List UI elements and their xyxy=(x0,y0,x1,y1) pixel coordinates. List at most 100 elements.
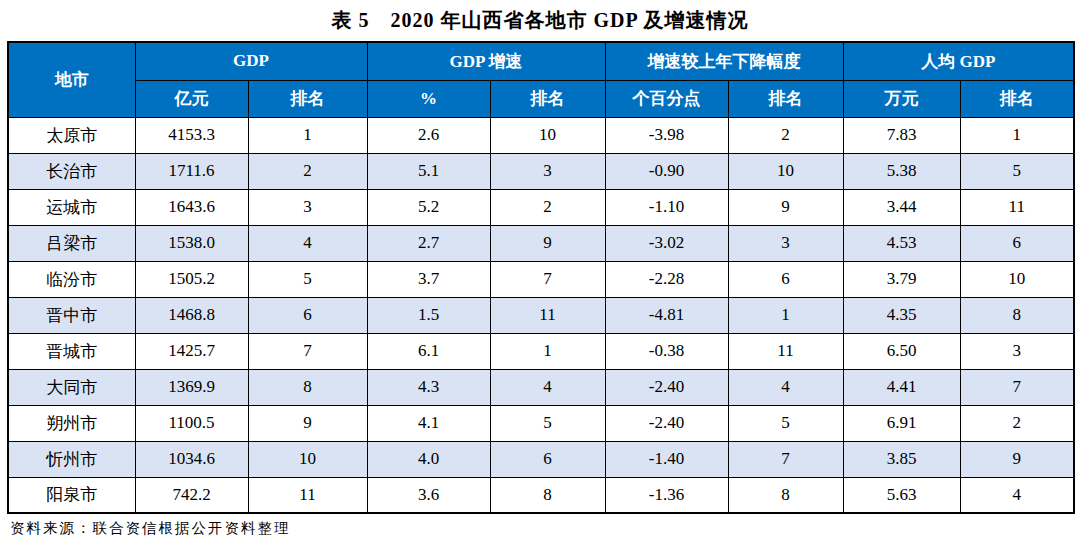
table-row: 朔州市1100.594.15-2.4056.912 xyxy=(8,405,1074,441)
value-cell: 7.83 xyxy=(843,117,960,153)
value-cell: 7 xyxy=(728,441,843,477)
table-row: 忻州市1034.6104.06-1.4073.859 xyxy=(8,441,1074,477)
value-cell: 3 xyxy=(248,189,367,225)
value-cell: 5 xyxy=(248,261,367,297)
value-cell: 1425.7 xyxy=(135,333,248,369)
value-cell: -1.36 xyxy=(605,477,728,513)
value-cell: 4.41 xyxy=(843,369,960,405)
value-cell: -2.40 xyxy=(605,405,728,441)
value-cell: 8 xyxy=(960,297,1074,333)
subheader-decline-unit: 个百分点 xyxy=(605,80,728,117)
value-cell: 3.7 xyxy=(367,261,490,297)
table-row: 长治市1711.625.13-0.90105.385 xyxy=(8,153,1074,189)
value-cell: -2.28 xyxy=(605,261,728,297)
subheader-gdp-rank: 排名 xyxy=(248,80,367,117)
value-cell: 4.1 xyxy=(367,405,490,441)
value-cell: 1538.0 xyxy=(135,225,248,261)
header-group-gdp-per-capita: 人均 GDP xyxy=(843,42,1074,80)
value-cell: 5.63 xyxy=(843,477,960,513)
header-group-row: 地市 GDP GDP 增速 增速较上年下降幅度 人均 GDP xyxy=(8,42,1074,80)
value-cell: 10 xyxy=(490,117,605,153)
value-cell: 5 xyxy=(490,405,605,441)
value-cell: 2 xyxy=(248,153,367,189)
value-cell: 4.35 xyxy=(843,297,960,333)
value-cell: -4.81 xyxy=(605,297,728,333)
value-cell: 11 xyxy=(490,297,605,333)
table-header: 地市 GDP GDP 增速 增速较上年下降幅度 人均 GDP 亿元 排名 % 排… xyxy=(8,42,1074,117)
table-body: 太原市4153.312.610-3.9827.831长治市1711.625.13… xyxy=(8,117,1074,513)
value-cell: 5 xyxy=(960,153,1074,189)
value-cell: 11 xyxy=(248,477,367,513)
header-group-gdp: GDP xyxy=(135,42,367,80)
value-cell: 3.79 xyxy=(843,261,960,297)
value-cell: 3.44 xyxy=(843,189,960,225)
table-row: 晋中市1468.861.511-4.8114.358 xyxy=(8,297,1074,333)
value-cell: 2 xyxy=(490,189,605,225)
table-row: 阳泉市742.2113.68-1.3685.634 xyxy=(8,477,1074,513)
table-row: 运城市1643.635.22-1.1093.4411 xyxy=(8,189,1074,225)
value-cell: 2 xyxy=(960,405,1074,441)
value-cell: 1369.9 xyxy=(135,369,248,405)
value-cell: -1.10 xyxy=(605,189,728,225)
source-note: 资料来源：联合资信根据公开资料整理 xyxy=(10,519,1080,538)
value-cell: 1034.6 xyxy=(135,441,248,477)
city-cell: 太原市 xyxy=(8,117,135,153)
value-cell: 3 xyxy=(960,333,1074,369)
subheader-growth-rank: 排名 xyxy=(490,80,605,117)
value-cell: 1.5 xyxy=(367,297,490,333)
value-cell: 1643.6 xyxy=(135,189,248,225)
value-cell: 8 xyxy=(728,477,843,513)
value-cell: -3.98 xyxy=(605,117,728,153)
city-cell: 晋中市 xyxy=(8,297,135,333)
value-cell: 6 xyxy=(960,225,1074,261)
subheader-growth-unit: % xyxy=(367,80,490,117)
city-cell: 临汾市 xyxy=(8,261,135,297)
value-cell: 4 xyxy=(248,225,367,261)
subheader-decline-rank: 排名 xyxy=(728,80,843,117)
value-cell: 6 xyxy=(490,441,605,477)
value-cell: 1 xyxy=(248,117,367,153)
value-cell: 10 xyxy=(960,261,1074,297)
value-cell: 6 xyxy=(248,297,367,333)
value-cell: 6.91 xyxy=(843,405,960,441)
value-cell: 6 xyxy=(728,261,843,297)
city-cell: 阳泉市 xyxy=(8,477,135,513)
city-cell: 忻州市 xyxy=(8,441,135,477)
subheader-percapita-rank: 排名 xyxy=(960,80,1074,117)
value-cell: 5 xyxy=(728,405,843,441)
value-cell: 2.6 xyxy=(367,117,490,153)
value-cell: -0.38 xyxy=(605,333,728,369)
value-cell: 7 xyxy=(960,369,1074,405)
subheader-percapita-unit: 万元 xyxy=(843,80,960,117)
city-cell: 运城市 xyxy=(8,189,135,225)
subheader-gdp-unit: 亿元 xyxy=(135,80,248,117)
value-cell: 4 xyxy=(490,369,605,405)
value-cell: 6.50 xyxy=(843,333,960,369)
value-cell: 2 xyxy=(728,117,843,153)
city-cell: 晋城市 xyxy=(8,333,135,369)
value-cell: 4.53 xyxy=(843,225,960,261)
value-cell: 9 xyxy=(728,189,843,225)
value-cell: 6.1 xyxy=(367,333,490,369)
gdp-table: 地市 GDP GDP 增速 增速较上年下降幅度 人均 GDP 亿元 排名 % 排… xyxy=(7,41,1075,514)
value-cell: 3 xyxy=(728,225,843,261)
value-cell: 1 xyxy=(490,333,605,369)
header-city: 地市 xyxy=(8,42,135,117)
value-cell: 4.3 xyxy=(367,369,490,405)
value-cell: -3.02 xyxy=(605,225,728,261)
value-cell: 7 xyxy=(248,333,367,369)
city-cell: 长治市 xyxy=(8,153,135,189)
value-cell: -2.40 xyxy=(605,369,728,405)
header-group-gdp-growth: GDP 增速 xyxy=(367,42,605,80)
value-cell: 1711.6 xyxy=(135,153,248,189)
value-cell: 9 xyxy=(490,225,605,261)
value-cell: 4.0 xyxy=(367,441,490,477)
header-sub-row: 亿元 排名 % 排名 个百分点 排名 万元 排名 xyxy=(8,80,1074,117)
value-cell: 2.7 xyxy=(367,225,490,261)
value-cell: 1505.2 xyxy=(135,261,248,297)
value-cell: 1 xyxy=(728,297,843,333)
value-cell: 4 xyxy=(728,369,843,405)
value-cell: 1468.8 xyxy=(135,297,248,333)
city-cell: 朔州市 xyxy=(8,405,135,441)
value-cell: 5.38 xyxy=(843,153,960,189)
